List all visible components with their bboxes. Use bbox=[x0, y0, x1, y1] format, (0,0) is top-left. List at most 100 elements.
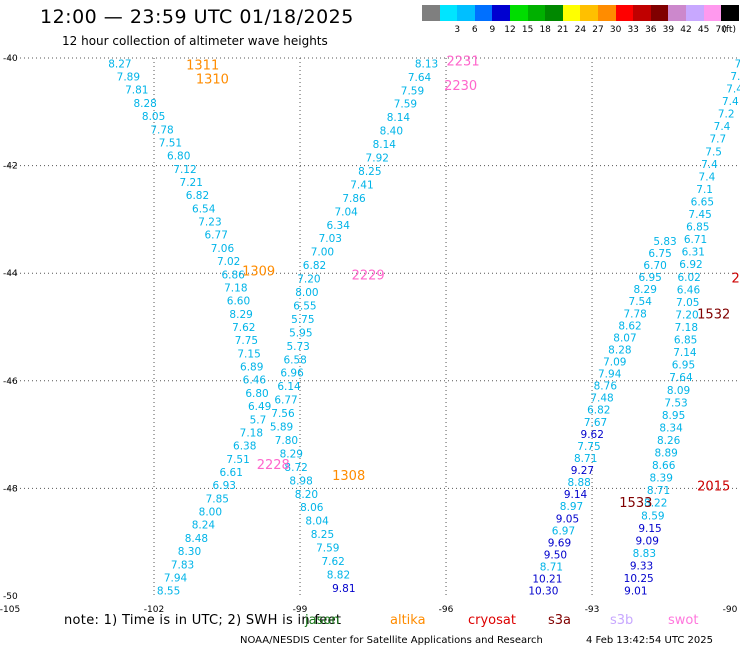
wave-height-value: 7.59 bbox=[316, 543, 339, 555]
wave-height-value: 6.95 bbox=[638, 272, 661, 284]
wave-height-value: 6.38 bbox=[233, 441, 256, 453]
wave-height-value: 7.14 bbox=[673, 347, 697, 359]
lon-tick-label: -102 bbox=[144, 605, 164, 615]
wave-height-value: 10.25 bbox=[624, 573, 654, 585]
wave-height-value: 7.1 bbox=[696, 184, 713, 196]
wave-height-value: 7.4 bbox=[722, 96, 739, 108]
legend-swatch bbox=[721, 5, 740, 21]
wave-height-value: 6.80 bbox=[245, 388, 268, 400]
wave-height-value: 6.65 bbox=[691, 196, 714, 208]
legend-swatch bbox=[474, 5, 493, 21]
footer: note: 1) Time is in UTC; 2) SWH is in fe… bbox=[0, 612, 740, 650]
wave-height-value: 6.80 bbox=[167, 151, 190, 163]
mission-jason: jason bbox=[305, 613, 340, 628]
wave-height-value: 6.75 bbox=[648, 248, 671, 260]
wave-height-value: 8.24 bbox=[192, 520, 216, 532]
wave-height-value: 7.18 bbox=[224, 282, 247, 294]
legend-tick-label: 21 bbox=[557, 25, 569, 35]
wave-height-value: 7.02 bbox=[217, 256, 240, 268]
wave-height-value: 6.86 bbox=[221, 269, 245, 281]
wave-height-value: 7.78 bbox=[623, 308, 646, 320]
wave-height-value: 8.97 bbox=[560, 501, 583, 513]
wave-height-value: 8.26 bbox=[657, 435, 681, 447]
wave-height-value: 9.01 bbox=[624, 586, 647, 598]
legend-swatch bbox=[492, 5, 511, 21]
wave-height-value: 7.54 bbox=[629, 296, 653, 308]
wave-height-value: 7.62 bbox=[321, 556, 344, 568]
legend-swatch bbox=[422, 5, 441, 21]
wave-height-value: 8.34 bbox=[659, 422, 683, 434]
wave-height-value: 6.34 bbox=[327, 220, 351, 232]
wave-height-value: 7.4 bbox=[701, 159, 718, 171]
pass-number-label: 2231 bbox=[447, 55, 480, 70]
wave-height-value: 7.67 bbox=[584, 417, 607, 429]
wave-height-value: 8.55 bbox=[157, 586, 180, 598]
wave-height-value: 8.40 bbox=[380, 126, 403, 138]
legend-unit: (ft) bbox=[722, 25, 736, 35]
wave-height-value: 6.58 bbox=[283, 354, 306, 366]
wave-height-value: 8.22 bbox=[644, 498, 667, 510]
page-subtitle: 12 hour collection of altimeter wave hei… bbox=[62, 34, 328, 48]
wave-height-value: 7.7 bbox=[709, 134, 726, 146]
legend-tick-label: 70 bbox=[715, 25, 727, 35]
mission-s3a: s3a bbox=[548, 613, 572, 628]
legend-swatch bbox=[457, 5, 476, 21]
lat-tick-label: -44 bbox=[3, 269, 18, 279]
wave-height-value: 6.55 bbox=[293, 300, 316, 312]
wave-height-value: 5.89 bbox=[270, 422, 293, 434]
wave-height-value: 7.12 bbox=[173, 164, 196, 176]
wave-height-value: 8.28 bbox=[133, 98, 156, 110]
wave-height-value: 10.30 bbox=[528, 586, 558, 598]
mission-cryosat: cryosat bbox=[468, 613, 516, 628]
wave-height-value: 6.77 bbox=[274, 395, 297, 407]
wave-height-value: 6.46 bbox=[677, 284, 701, 296]
wave-height-value: 6.61 bbox=[220, 467, 243, 479]
pass-number-label: 2 bbox=[731, 272, 739, 287]
wave-height-value: 7.59 bbox=[401, 85, 424, 97]
legend-tick-label: 24 bbox=[574, 25, 587, 35]
wave-height-value: 10.21 bbox=[532, 574, 562, 586]
wave-height-value: 6.96 bbox=[280, 368, 304, 380]
generated-timestamp: 4 Feb 13:42:54 UTC 2025 bbox=[586, 635, 713, 646]
wave-height-value: 8.76 bbox=[594, 381, 618, 393]
wave-height-value: 8.29 bbox=[229, 309, 252, 321]
wave-height-value: 7.62 bbox=[232, 322, 255, 334]
wave-height-value: 5.73 bbox=[286, 341, 309, 353]
legend-tick-label: 33 bbox=[627, 25, 639, 35]
wave-height-value: 6.82 bbox=[186, 190, 209, 202]
wave-height-value: 7.4 bbox=[726, 83, 740, 95]
pass-number-label: 1308 bbox=[332, 469, 365, 484]
legend-tick-label: 30 bbox=[609, 25, 622, 35]
wave-height-value: 8.28 bbox=[608, 344, 631, 356]
wave-height-value: 8.83 bbox=[633, 548, 656, 560]
wave-height-value: 7.83 bbox=[171, 559, 194, 571]
wave-height-value: 8.59 bbox=[641, 510, 664, 522]
wave-height-value: 7.2 bbox=[718, 109, 735, 121]
lon-tick-label: -93 bbox=[585, 605, 600, 615]
pass-number-label: 1309 bbox=[242, 265, 275, 280]
wave-height-value: 6.54 bbox=[192, 203, 216, 215]
wave-height-value: 5.75 bbox=[291, 314, 314, 326]
wave-height-value: 7.51 bbox=[226, 454, 249, 466]
wave-height-value: 8.72 bbox=[284, 462, 307, 474]
legend-swatch bbox=[615, 5, 634, 21]
wave-height-value: 7.09 bbox=[603, 357, 626, 369]
wave-height-value: 7.94 bbox=[598, 369, 622, 381]
wave-height-value: 7.64 bbox=[408, 72, 432, 84]
wave-height-value: 7.86 bbox=[342, 193, 366, 205]
wave-height-value: 7.59 bbox=[394, 99, 417, 111]
wave-height-value: 6.46 bbox=[243, 375, 267, 387]
legend-swatch bbox=[686, 5, 705, 21]
legend-tick-label: 6 bbox=[471, 25, 478, 35]
lat-tick-label: -46 bbox=[3, 377, 18, 387]
wave-height-value: 8.89 bbox=[654, 448, 677, 460]
wave-height-value: 6.85 bbox=[686, 222, 709, 234]
wave-height-value: 8.30 bbox=[178, 546, 201, 558]
wave-height-value: 7.56 bbox=[271, 408, 295, 420]
wave-height-value: 8.00 bbox=[295, 287, 318, 299]
wave-height-value: 7.75 bbox=[235, 335, 258, 347]
wave-height-value: 5.7 bbox=[250, 414, 267, 426]
wave-height-value: 6.14 bbox=[277, 381, 301, 393]
wave-height-value: 7.15 bbox=[237, 348, 260, 360]
wave-height-value: 8.82 bbox=[327, 569, 350, 581]
